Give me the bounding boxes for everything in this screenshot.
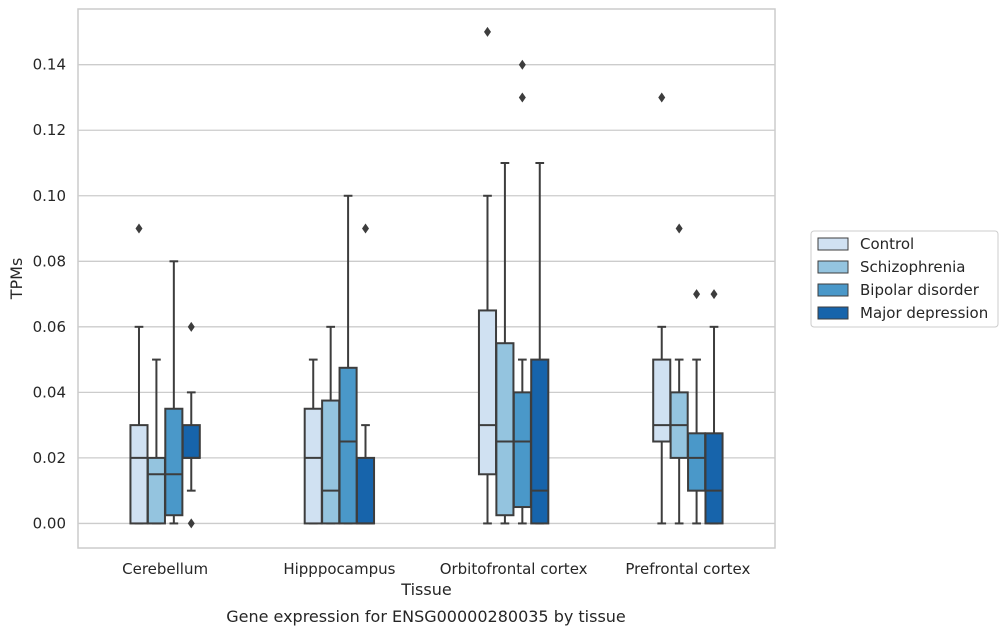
outlier-point (693, 289, 701, 300)
box-3 (530, 162, 550, 525)
y-axis-title: TPMs (7, 258, 26, 301)
legend-label: Schizophrenia (860, 258, 965, 276)
boxes (129, 26, 724, 529)
plot-frame (77, 8, 776, 549)
x-tick-label: Prefrontal cortex (625, 560, 750, 578)
outlier-point (658, 92, 666, 103)
y-tick-label: 0.12 (33, 121, 66, 139)
legend-label: Bipolar disorder (860, 281, 980, 299)
box-3 (355, 223, 376, 525)
legend-swatch (817, 237, 849, 251)
y-tick-label: 0.10 (33, 187, 66, 205)
x-tick-label: Hipppocampus (283, 560, 395, 578)
legend: Control Schizophrenia Bipolar disorder Majo… (810, 230, 999, 328)
box-2 (338, 194, 358, 525)
legend-label: Control (860, 235, 914, 253)
outlier-point (518, 92, 526, 103)
outlier-point (135, 223, 143, 234)
box-iqr (146, 456, 166, 525)
box-iqr (652, 358, 672, 443)
outlier-point (187, 518, 195, 529)
legend-swatch (817, 283, 849, 297)
y-tick-label: 0.02 (33, 449, 66, 467)
y-tick-label: 0.06 (33, 318, 66, 336)
box-0 (129, 223, 149, 525)
box-3 (704, 289, 724, 525)
box-1 (321, 325, 341, 525)
x-axis-title: Tissue (400, 580, 451, 599)
box-2 (512, 59, 532, 525)
outlier-point (710, 289, 718, 300)
box-iqr (181, 424, 201, 459)
box-iqr (164, 407, 184, 517)
y-tick-label: 0.00 (33, 514, 66, 532)
box-iqr (129, 424, 149, 525)
legend-swatch (817, 306, 849, 320)
box-3 (181, 321, 201, 529)
box-0 (652, 92, 672, 525)
box-2 (164, 260, 184, 525)
x-tick-label: Orbitofrontal cortex (440, 560, 588, 578)
box-iqr (477, 309, 498, 476)
box-1 (495, 162, 515, 525)
box-iqr (303, 407, 323, 525)
outlier-point (362, 223, 370, 234)
y-tick-label: 0.14 (33, 56, 66, 74)
legend-swatch (817, 260, 849, 274)
outlier-point (483, 26, 491, 37)
box-iqr (338, 366, 358, 525)
box-0 (477, 26, 498, 525)
legend-label: Major depression (860, 304, 988, 322)
box-iqr (321, 399, 341, 525)
y-tick-label: 0.08 (33, 252, 66, 270)
box-iqr (355, 456, 376, 525)
y-tick-label: 0.04 (33, 383, 66, 401)
outlier-point (675, 223, 683, 234)
figure-caption: Gene expression for ENSG00000280035 by t… (226, 607, 626, 626)
box-1 (146, 358, 166, 525)
box-iqr (687, 432, 707, 492)
outlier-point (518, 59, 526, 70)
box-1 (669, 223, 689, 525)
box-iqr (530, 358, 550, 525)
x-tick-label: Cerebellum (122, 560, 208, 578)
outlier-point (187, 321, 195, 332)
box-iqr (704, 432, 724, 525)
x-axis-ticks: Cerebellum Hipppocampus Orbitofrontal cort… (122, 560, 750, 578)
box-2 (687, 289, 707, 525)
box-iqr (512, 391, 532, 509)
y-axis-ticks: 0.00 0.02 0.04 0.06 0.08 0.10 0.12 0.14 (33, 56, 66, 533)
box-0 (303, 358, 323, 525)
legend-frame (810, 230, 999, 328)
box-iqr (495, 342, 515, 517)
